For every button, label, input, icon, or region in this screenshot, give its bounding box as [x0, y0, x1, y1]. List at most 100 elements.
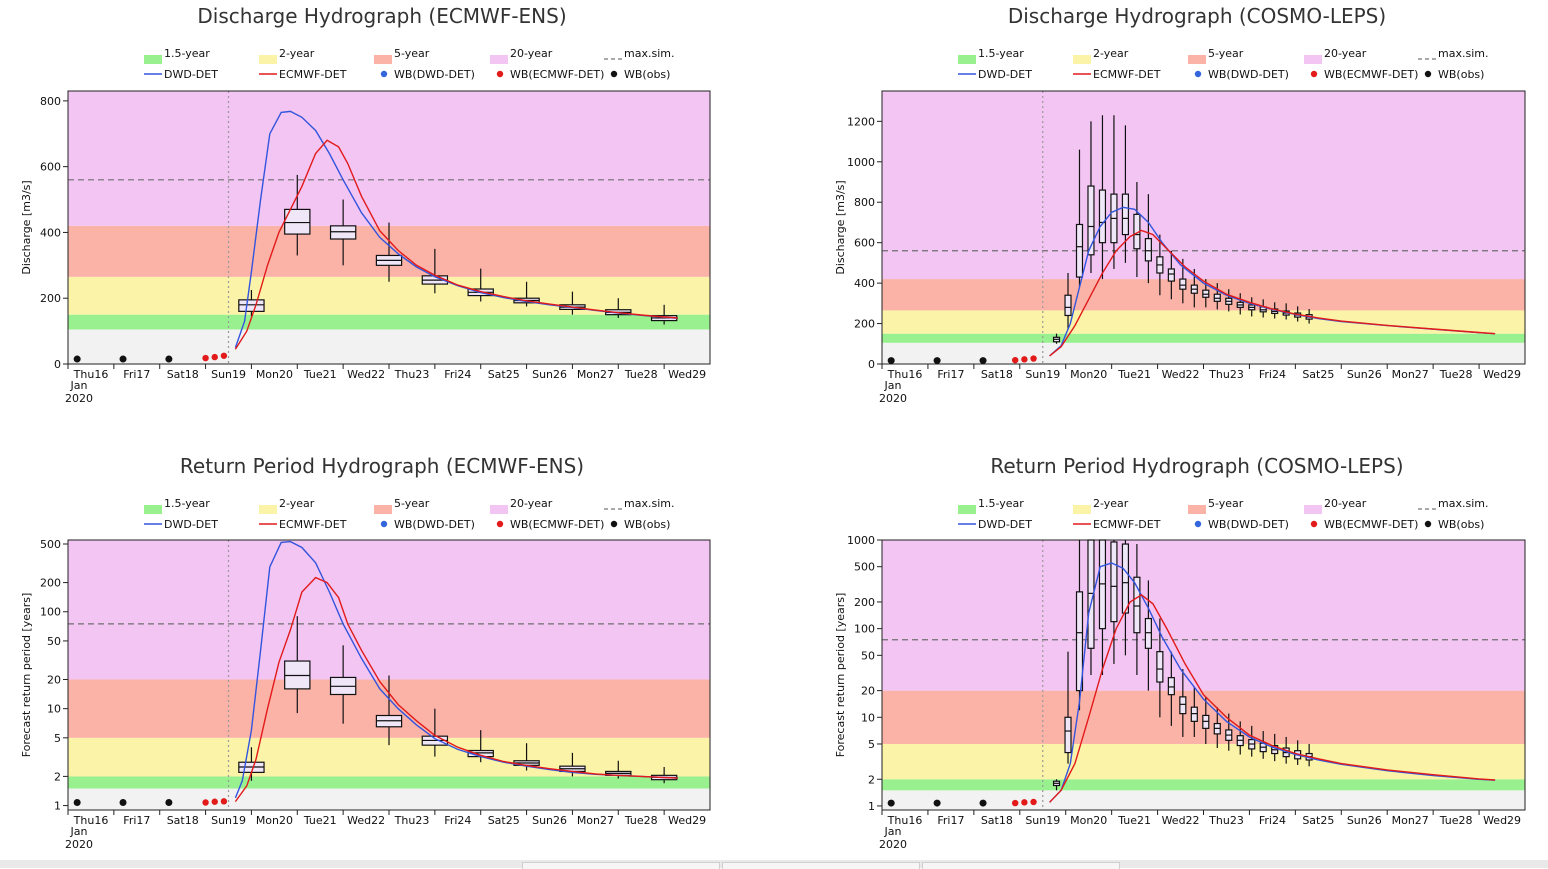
ensemble-box — [375, 222, 403, 282]
legend-label-band-15: 1.5-year — [164, 47, 210, 60]
legend-swatch-band-5 — [374, 55, 392, 64]
x-tick-label: Thu23 — [1208, 368, 1244, 381]
box-iqr — [1098, 189, 1107, 244]
box-iqr — [1064, 294, 1072, 317]
x-date-year: 2020 — [879, 392, 907, 405]
ensemble-box — [1213, 707, 1221, 749]
legend-swatch-band-2 — [1073, 505, 1091, 514]
chart-q-ecmwf: 0 200 400 600 800 Discharge [m3/s] Thu16 Fri17 S… — [20, 90, 711, 405]
ensemble-box — [1179, 669, 1187, 737]
ensemble-box — [1225, 289, 1233, 312]
point-wb-obs — [73, 355, 81, 363]
box-iqr — [1167, 268, 1175, 282]
x-tick-label: Tue21 — [1117, 368, 1151, 381]
box-iqr — [1121, 193, 1130, 236]
ensemble-box — [1052, 333, 1061, 344]
x-tick-label: Tue28 — [1439, 368, 1473, 381]
box-iqr — [1121, 543, 1130, 614]
x-tick-label: Fri17 — [937, 368, 964, 381]
x-tick-label: Thu23 — [1208, 814, 1244, 827]
y-tick-label: 0 — [868, 358, 875, 371]
x-tick-label: Sat18 — [167, 368, 199, 381]
legend-swatch-band-2 — [1073, 55, 1091, 64]
legend-label-band-20: 20-year — [510, 47, 553, 60]
x-tick-label: Wed22 — [1162, 814, 1200, 827]
legend-swatch-wb-dwd — [380, 520, 388, 528]
band-1-5-year — [882, 779, 1525, 791]
legend-label-wb-dwd: WB(DWD-DET) — [394, 68, 475, 81]
legend-label-dwd-det: DWD-DET — [164, 68, 218, 81]
x-tick-label: Wed29 — [668, 368, 706, 381]
x-tick-label: Tue21 — [1117, 814, 1151, 827]
legend-swatch-band-20 — [490, 55, 508, 64]
legend-swatch-wb-ecmwf — [496, 70, 504, 78]
x-tick-label: Sun26 — [1347, 368, 1382, 381]
legend-label-wb-obs: WB(obs) — [624, 68, 670, 81]
legend: 1.5-year 2-year 5-year 20-year max.sim. DWD-D… — [958, 47, 1488, 81]
legend-swatch-band-15 — [958, 55, 976, 64]
x-tick-label: Wed29 — [1483, 368, 1521, 381]
bottom-tab-3[interactable] — [922, 862, 1120, 869]
y-tick-label: 600 — [854, 237, 875, 250]
bottom-tab-1[interactable] — [522, 862, 720, 869]
bottom-tab-2[interactable] — [722, 862, 920, 869]
legend-label-wb-dwd: WB(DWD-DET) — [394, 518, 475, 531]
ensemble-box — [375, 675, 403, 746]
ensemble-box — [1087, 121, 1095, 273]
x-tick-label: Sat25 — [488, 368, 520, 381]
ensemble-box — [284, 616, 311, 714]
ensemble-box — [1052, 779, 1061, 791]
y-tick-label: 50 — [47, 635, 61, 648]
y-tick-label: 1000 — [847, 534, 875, 547]
y-tick-label: 10 — [861, 711, 875, 724]
legend-label-wb-ecmwf: WB(ECMWF-DET) — [510, 518, 604, 531]
x-tick-label: Thu16 — [887, 368, 923, 381]
point-wb-obs — [979, 799, 987, 807]
x-tick-label: Mon20 — [1070, 368, 1107, 381]
x-tick-label: Tue21 — [303, 368, 337, 381]
box-iqr — [1064, 716, 1072, 754]
y-tick-label: 200 — [40, 292, 61, 305]
x-tick-label: Wed29 — [1483, 814, 1521, 827]
y-tick-label: 500 — [40, 538, 61, 551]
point-wb-ecmwf — [202, 799, 209, 806]
legend-label-band-20: 20-year — [510, 497, 553, 510]
x-tick-label: Mon27 — [1392, 368, 1429, 381]
ensemble-box — [329, 645, 357, 724]
x-tick-label: Thu16 — [73, 368, 109, 381]
legend-swatch-wb-dwd — [1194, 70, 1202, 78]
x-tick-label: Tue21 — [303, 814, 337, 827]
box-iqr — [1179, 278, 1187, 290]
ensemble-box — [605, 760, 632, 779]
chart-q-cosmo: 0 200 400 600 800 1000 1200 Discharge [m3/s] Thu… — [834, 90, 1526, 405]
point-wb-ecmwf — [211, 798, 218, 805]
box-iqr — [1179, 696, 1187, 715]
band-below — [68, 788, 710, 810]
point-wb-ecmwf — [1030, 798, 1037, 806]
y-tick-label: 1 — [868, 800, 875, 813]
legend-label-band-5: 5-year — [1208, 47, 1244, 60]
legend-label-ecmwf-det: ECMWF-DET — [1093, 68, 1161, 81]
x-tick-label: Tue28 — [624, 814, 658, 827]
legend-label-max-sim: max.sim. — [1438, 497, 1488, 510]
ensemble-box — [1202, 696, 1210, 744]
legend: 1.5-year 2-year 5-year 20-year max.sim. DWD-D… — [958, 497, 1488, 531]
legend-label-wb-obs: WB(obs) — [1438, 518, 1484, 531]
legend-swatch-wb-ecmwf — [1310, 70, 1318, 78]
x-tick-label: Tue28 — [1439, 814, 1473, 827]
legend-swatch-band-20 — [490, 505, 508, 514]
band-1-5-year — [68, 314, 710, 330]
legend-label-dwd-det: DWD-DET — [978, 518, 1032, 531]
band-1-5-year — [68, 776, 710, 789]
legend-swatch-wb-obs — [1424, 70, 1432, 78]
band-2-year — [882, 310, 1525, 334]
y-axis-label: Forecast return period [years] — [20, 593, 33, 758]
box-iqr — [238, 299, 265, 312]
ensemble-box — [1190, 686, 1198, 737]
legend-swatch-wb-obs — [610, 70, 618, 78]
point-wb-ecmwf — [1021, 356, 1028, 363]
x-date-year: 2020 — [65, 392, 93, 405]
ensemble-box — [329, 199, 357, 266]
x-tick-label: Fri17 — [123, 814, 150, 827]
x-date-month: Jan — [884, 825, 902, 838]
